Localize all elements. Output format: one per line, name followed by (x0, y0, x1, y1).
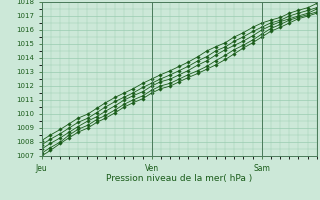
X-axis label: Pression niveau de la mer( hPa ): Pression niveau de la mer( hPa ) (106, 174, 252, 183)
